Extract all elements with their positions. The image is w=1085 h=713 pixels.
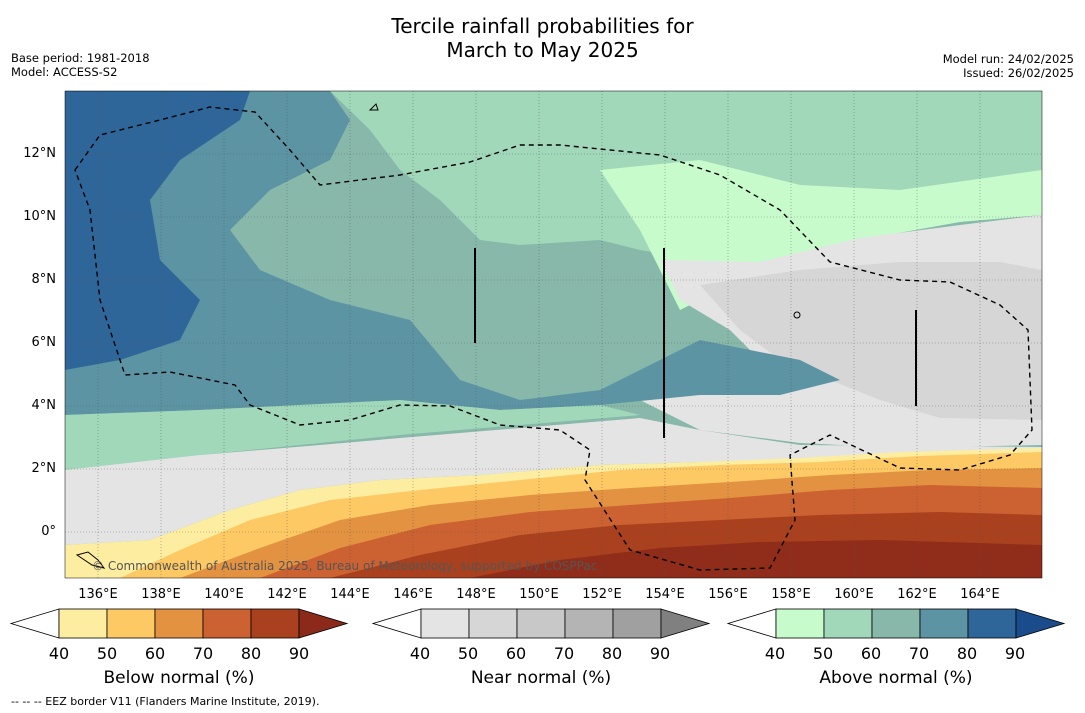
title-line-2: March to May 2025	[446, 38, 639, 62]
issued-date: Issued: 26/02/2025	[963, 66, 1074, 80]
x-tick: 162°E	[897, 587, 937, 602]
colorbar-segment	[564, 608, 614, 639]
x-tick: 154°E	[645, 587, 685, 602]
colorbar-title-near: Near normal (%)	[470, 668, 612, 688]
colorbar-segment	[919, 608, 969, 639]
copyright-text: © Commonwealth of Australia 2025, Bureau…	[92, 559, 597, 573]
island-outline-2	[368, 103, 379, 111]
y-tick: 4°N	[31, 398, 57, 413]
y-tick: 12°N	[23, 146, 56, 161]
title-line-1: Tercile rainfall probabilities for	[391, 14, 694, 38]
colorbar-near	[371, 608, 711, 639]
colorbar-segment	[106, 608, 156, 639]
x-tick: 140°E	[204, 587, 244, 602]
map-plot-area	[65, 91, 1042, 578]
gridlines	[65, 91, 1042, 578]
coastline	[75, 551, 106, 569]
colorbar-segment	[967, 608, 1017, 639]
island-outline	[793, 311, 801, 319]
colorbar-segment	[871, 608, 921, 639]
y-tick: 2°N	[31, 461, 57, 476]
cb-label: 50	[457, 644, 479, 663]
colorbar-arrow-high	[660, 608, 711, 639]
region-above-70	[65, 91, 840, 415]
colorbar-segment	[58, 608, 108, 639]
colorbar-arrow-low	[726, 608, 777, 639]
colorbars	[9, 608, 1066, 639]
colorbar-segment	[420, 608, 470, 639]
x-tick: 158°E	[771, 587, 811, 602]
cb-label: 40	[764, 644, 786, 663]
colorbar-below	[9, 608, 349, 639]
model-name: Model: ACCESS-S2	[11, 65, 118, 79]
colorbar-arrow-high	[1015, 608, 1066, 639]
y-tick: 8°N	[31, 272, 57, 287]
cb-label: 50	[812, 644, 834, 663]
x-tick: 152°E	[582, 587, 622, 602]
x-tick: 164°E	[960, 587, 1000, 602]
y-tick: 0°	[41, 524, 56, 539]
cb-label: 40	[409, 644, 431, 663]
cb-label: 50	[96, 644, 118, 663]
colorbar-segment	[202, 608, 252, 639]
colorbar-arrow-low	[9, 608, 60, 639]
cb-label: 90	[288, 644, 310, 663]
cb-label: 70	[192, 644, 214, 663]
colorbar-title-below: Below normal (%)	[103, 668, 255, 688]
colorbar-segment	[154, 608, 204, 639]
cb-label: 90	[649, 644, 671, 663]
colorbar-segment	[612, 608, 662, 639]
colorbar-segment	[823, 608, 873, 639]
cb-label: 60	[505, 644, 527, 663]
colorbar-segment	[250, 608, 300, 639]
meta-left: Base period: 1981-2018 Model: ACCESS-S2	[11, 51, 150, 79]
x-tick: 138°E	[141, 587, 181, 602]
base-period: Base period: 1981-2018	[11, 51, 150, 65]
colorbar-arrow-low	[371, 608, 422, 639]
x-tick: 144°E	[330, 587, 370, 602]
colorbar-segment	[468, 608, 518, 639]
y-tick: 6°N	[31, 335, 57, 350]
colorbar-segment	[775, 608, 825, 639]
cb-label: 60	[860, 644, 882, 663]
model-run: Model run: 24/02/2025	[942, 52, 1074, 66]
x-tick: 156°E	[708, 587, 748, 602]
map-title: Tercile rainfall probabilities for March…	[0, 14, 1085, 62]
x-tick: 160°E	[834, 587, 874, 602]
footnote: -- -- -- EEZ border V11 (Flanders Marine…	[11, 695, 320, 708]
cb-label: 80	[956, 644, 978, 663]
colorbar-arrow-high	[298, 608, 349, 639]
cb-label: 90	[1004, 644, 1026, 663]
cb-label: 80	[601, 644, 623, 663]
cb-label: 40	[48, 644, 70, 663]
x-tick: 150°E	[519, 587, 559, 602]
region-near-south	[65, 418, 1042, 545]
region-above-80	[65, 91, 250, 370]
colorbar-segment	[516, 608, 566, 639]
x-tick: 148°E	[456, 587, 496, 602]
y-tick: 10°N	[23, 209, 56, 224]
x-tick: 142°E	[267, 587, 307, 602]
colorbar-above	[726, 608, 1066, 639]
x-tick: 136°E	[78, 587, 118, 602]
meta-right: Model run: 24/02/2025 Issued: 26/02/2025	[943, 52, 1074, 80]
cb-label: 70	[553, 644, 575, 663]
region-below-90	[470, 540, 1042, 578]
cb-label: 80	[240, 644, 262, 663]
region-near-50	[700, 262, 1042, 420]
colorbar-title-above: Above normal (%)	[819, 668, 973, 688]
cb-label: 70	[908, 644, 930, 663]
x-tick: 146°E	[393, 587, 433, 602]
cb-label: 60	[144, 644, 166, 663]
map-frame	[64, 90, 1043, 579]
region-above-50-south	[65, 400, 640, 470]
